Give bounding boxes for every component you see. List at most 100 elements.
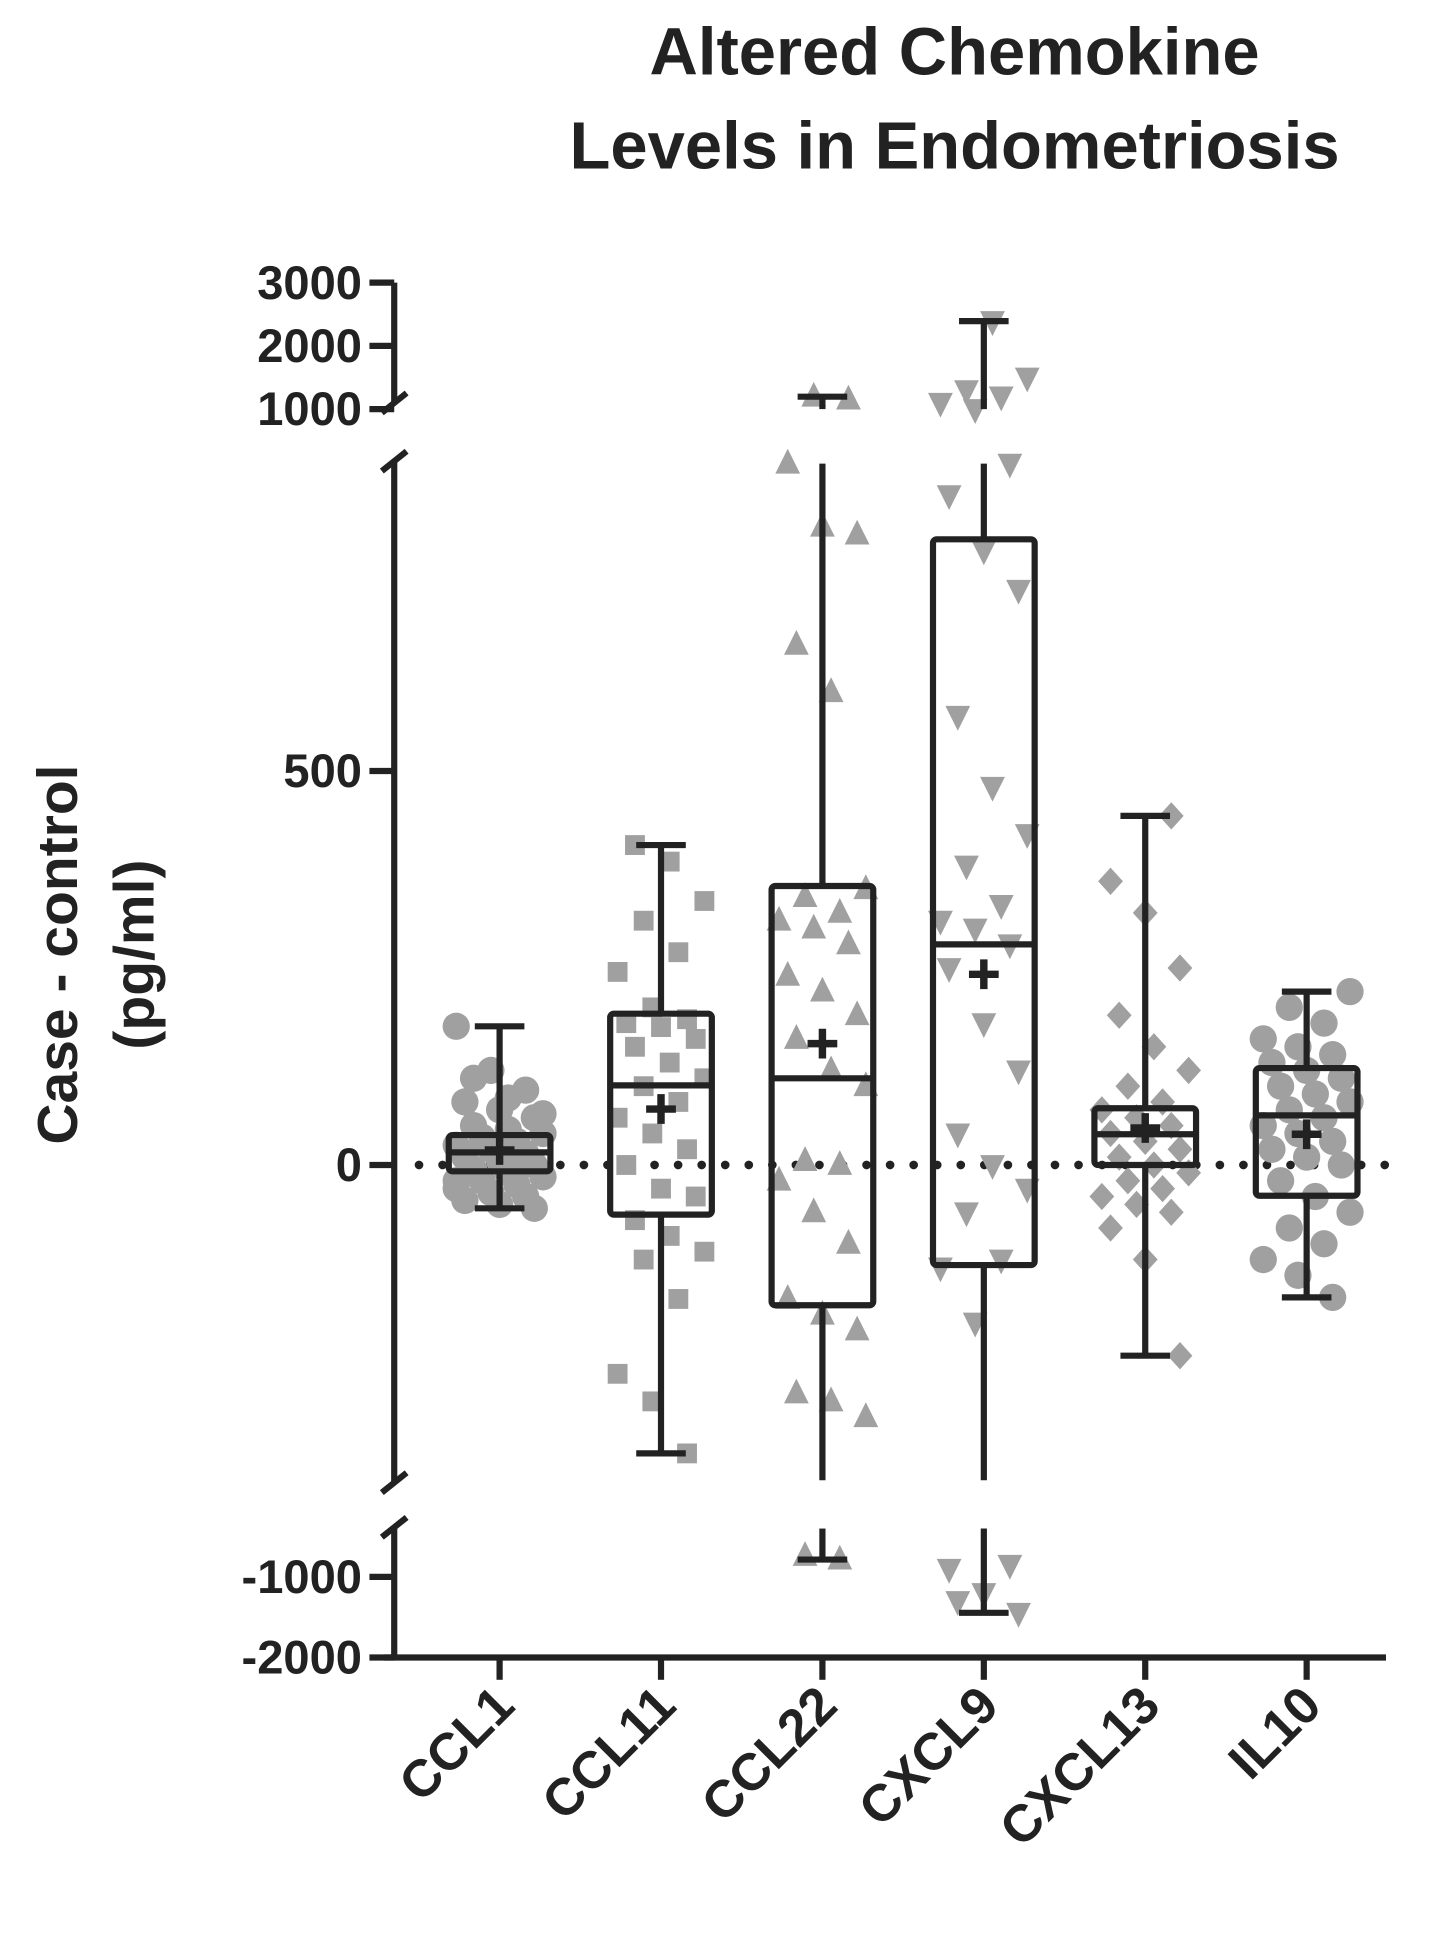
- data-point: [633, 1249, 654, 1270]
- data-point: [685, 1186, 706, 1207]
- data-point: [1150, 1174, 1175, 1203]
- data-point: [1150, 1088, 1175, 1116]
- mean-marker: [968, 959, 999, 990]
- data-point: [954, 855, 979, 881]
- data-point: [928, 392, 953, 418]
- data-point: [844, 1315, 870, 1341]
- data-point: [633, 910, 654, 931]
- data-point: [1310, 1009, 1338, 1037]
- data-point: [1266, 1167, 1295, 1195]
- data-point: [659, 1225, 680, 1246]
- data-point: [936, 485, 962, 511]
- data-point: [936, 958, 962, 983]
- x-tick-label: IL10: [1218, 1676, 1333, 1791]
- data-point: [685, 1028, 706, 1049]
- data-point: [836, 384, 861, 410]
- data-point: [607, 962, 628, 982]
- data-point: [980, 1155, 1005, 1180]
- y-tick-label: 1000: [257, 382, 362, 435]
- data-point: [451, 1088, 479, 1116]
- data-point: [783, 630, 809, 655]
- data-point: [844, 1000, 870, 1026]
- data-point: [520, 1194, 548, 1222]
- data-point: [651, 1017, 671, 1038]
- data-point: [1327, 1151, 1355, 1179]
- data-point: [801, 1197, 827, 1223]
- data-point: [775, 448, 801, 474]
- data-point: [625, 835, 645, 855]
- data-point: [988, 895, 1014, 920]
- data-point: [625, 1036, 645, 1057]
- mean-marker: [807, 1028, 838, 1059]
- data-point: [980, 776, 1005, 802]
- x-tick-label: CXCL13: [989, 1676, 1171, 1858]
- data-point: [1115, 1167, 1141, 1195]
- data-point: [1115, 1072, 1141, 1100]
- data-point: [1319, 1283, 1347, 1312]
- y-tick-label: 3000: [257, 256, 362, 309]
- data-point: [827, 897, 853, 923]
- y-tick-label: -1000: [242, 1550, 362, 1603]
- data-point: [1006, 1060, 1031, 1086]
- x-tick-label: CXCL9: [848, 1676, 1010, 1838]
- data-point: [1006, 579, 1031, 605]
- data-point: [1336, 1198, 1364, 1226]
- mean-marker: [1291, 1119, 1322, 1150]
- data-point: [1336, 977, 1364, 1006]
- data-point: [694, 1241, 715, 1262]
- x-tick-label: CCL22: [691, 1676, 849, 1834]
- y-tick-label: 500: [283, 744, 362, 797]
- data-point: [1098, 867, 1123, 895]
- data-point: [827, 1150, 853, 1175]
- data-point: [997, 453, 1023, 479]
- data-point: [668, 1289, 689, 1309]
- data-point: [642, 1391, 663, 1412]
- data-point: [836, 1228, 861, 1254]
- y-tick-label: 2000: [257, 319, 362, 372]
- data-point: [997, 1554, 1023, 1580]
- data-point: [616, 1155, 637, 1175]
- data-point: [616, 1013, 637, 1034]
- data-point: [954, 1202, 979, 1228]
- mean-marker: [484, 1135, 515, 1165]
- data-point: [775, 960, 801, 986]
- data-point: [1275, 993, 1303, 1022]
- y-axis-label: Case - control: [26, 764, 90, 1144]
- axis-break: [379, 1514, 409, 1540]
- data-point: [677, 1139, 697, 1160]
- chart-title: Levels in Endometriosis: [570, 109, 1340, 184]
- data-point: [659, 851, 680, 872]
- y-tick-label: 0: [336, 1138, 362, 1191]
- data-point: [668, 942, 689, 963]
- data-point: [1327, 1064, 1355, 1092]
- data-point: [844, 519, 870, 545]
- data-point: [1301, 1080, 1329, 1108]
- box: [1252, 1064, 1361, 1199]
- data-point: [677, 1443, 697, 1464]
- mean-marker: [646, 1094, 676, 1124]
- data-point: [801, 913, 827, 939]
- data-point: [1014, 367, 1040, 393]
- y-axis-label: (pg/ml): [103, 860, 167, 1050]
- plot: Altered Chemokine Levels in Endometriosi…: [26, 14, 1393, 1858]
- data-point: [936, 1558, 962, 1584]
- data-point: [1275, 1096, 1303, 1124]
- data-point: [971, 1013, 997, 1039]
- data-point: [853, 1402, 879, 1428]
- data-point: [1089, 1182, 1115, 1211]
- data-point: [1098, 1214, 1123, 1242]
- data-point: [971, 540, 997, 566]
- data-point: [792, 882, 818, 907]
- data-point: [962, 918, 988, 944]
- data-point: [1167, 1342, 1193, 1370]
- data-point: [1167, 954, 1193, 982]
- data-point: [1275, 1214, 1303, 1242]
- data-point: [945, 1123, 971, 1149]
- mean-marker: [1130, 1113, 1161, 1143]
- data-point: [1106, 1001, 1132, 1029]
- data-point: [945, 1591, 971, 1616]
- data-point: [783, 1378, 809, 1404]
- data-point: [1266, 1072, 1295, 1100]
- data-point: [694, 891, 715, 911]
